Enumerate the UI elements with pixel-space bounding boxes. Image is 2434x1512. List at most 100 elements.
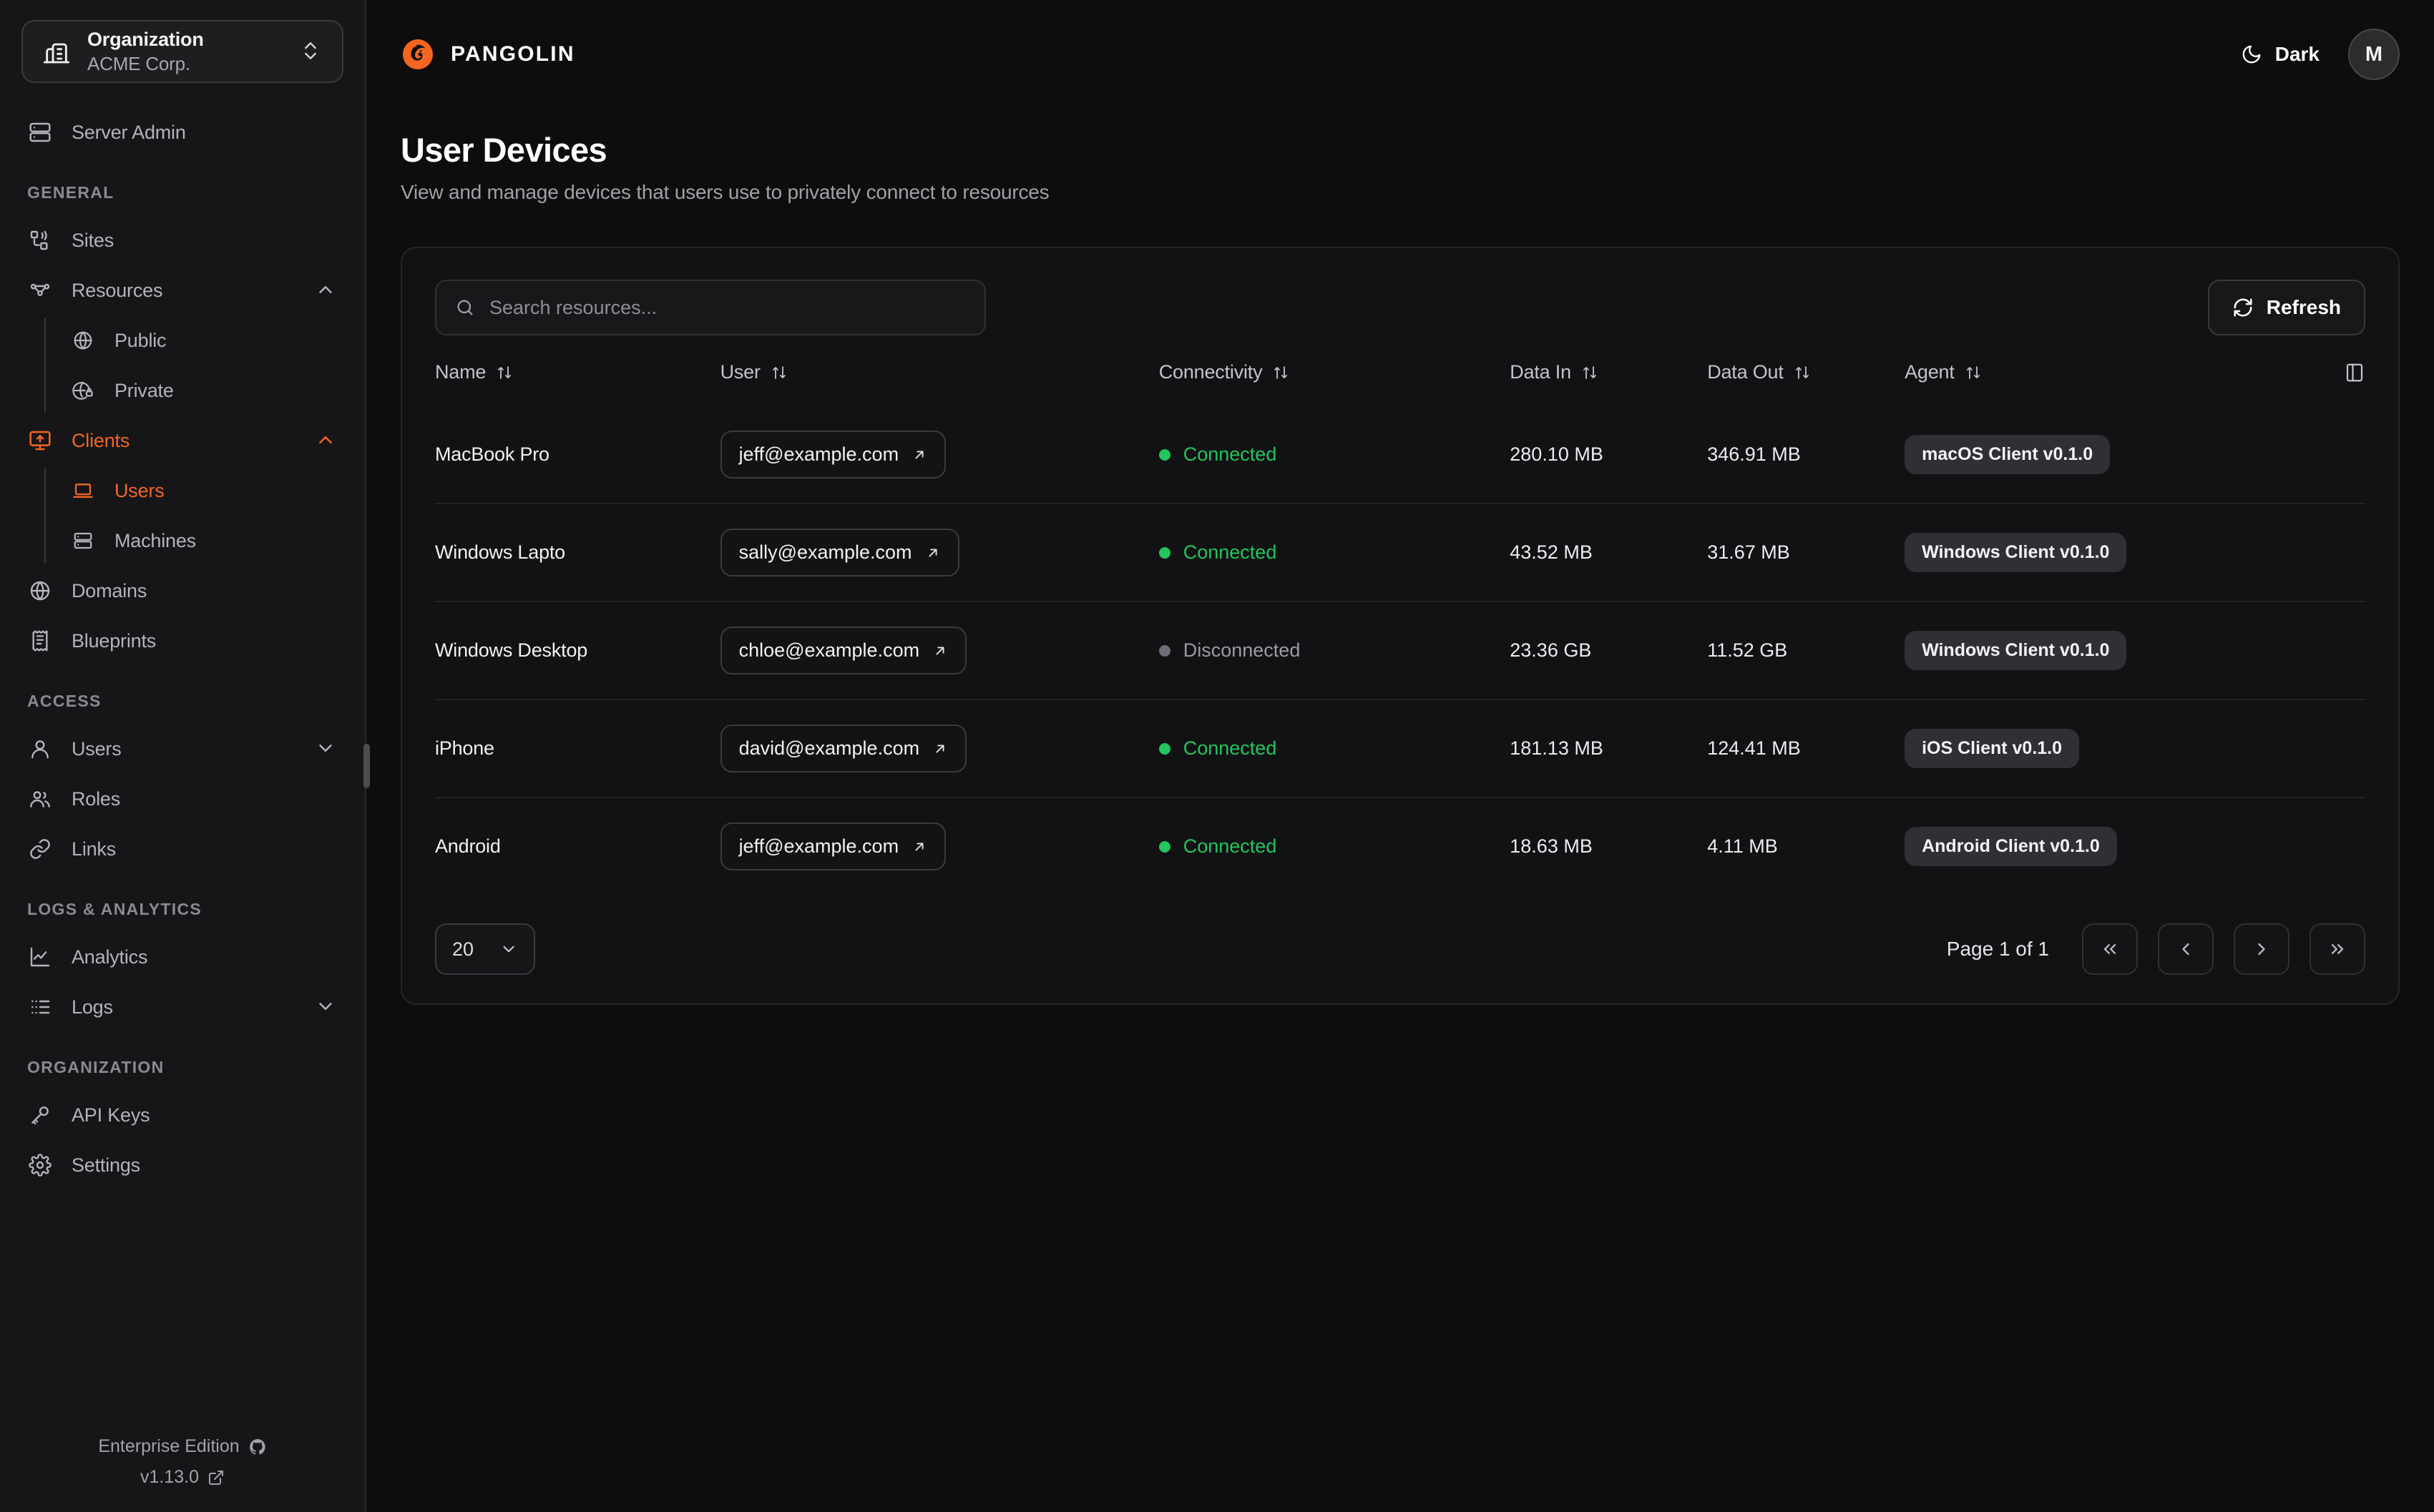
sidebar-section-general: GENERAL	[27, 183, 114, 202]
sidebar-item-public[interactable]: Public	[44, 315, 365, 365]
theme-label: Dark	[2274, 43, 2320, 65]
sort-icon[interactable]	[1965, 364, 1982, 381]
sidebar-item-api-keys[interactable]: API Keys	[0, 1090, 365, 1140]
cell-row-actions[interactable]	[2233, 797, 2365, 895]
sidebar-resize-handle[interactable]	[363, 744, 370, 788]
status-label: Connected	[1183, 737, 1277, 760]
sidebar-item-resources[interactable]: Resources	[0, 265, 365, 315]
sidebar-item-label: API Keys	[72, 1104, 150, 1126]
user-link[interactable]: david@example.com	[720, 725, 967, 772]
cell-data-in: 23.36 GB	[1510, 601, 1708, 699]
cell-data-out: 31.67 MB	[1707, 503, 1905, 602]
sidebar-subnav-clients: Users Machines	[44, 466, 365, 566]
page-subtitle: View and manage devices that users use t…	[401, 181, 1050, 203]
chevron-up-icon[interactable]	[315, 279, 338, 302]
sidebar-item-logs[interactable]: Logs	[0, 982, 365, 1032]
user-link[interactable]: sally@example.com	[720, 529, 959, 576]
column-header-connectivity[interactable]: Connectivity	[1159, 361, 1510, 406]
card-toolbar: Refresh	[435, 280, 2365, 335]
column-label: Connectivity	[1158, 361, 1263, 383]
user-email: sally@example.com	[738, 541, 912, 563]
org-switcher[interactable]: Organization ACME Corp.	[21, 20, 343, 83]
column-label: Data Out	[1707, 361, 1784, 383]
table-row[interactable]: Windows Desktop chloe@example.com Discon…	[435, 601, 2365, 699]
table-row[interactable]: iPhone david@example.com Connected 181.1…	[435, 699, 2365, 797]
first-page-button[interactable]	[2082, 923, 2138, 975]
sidebar-item-users-clients[interactable]: Users	[44, 466, 365, 516]
sidebar-nav: Server Admin GENERAL Sites	[0, 107, 365, 1436]
sidebar-item-links[interactable]: Links	[0, 824, 365, 874]
sidebar-item-private[interactable]: Private	[44, 365, 365, 416]
globe-lock-icon	[70, 378, 96, 403]
cell-data-in: 181.13 MB	[1510, 699, 1708, 797]
sidebar-item-label: Domains	[72, 579, 147, 602]
cell-row-actions[interactable]	[2233, 601, 2365, 699]
cell-agent: macOS Client v0.1.0	[1905, 406, 2234, 504]
cell-row-actions[interactable]	[2234, 406, 2365, 504]
cell-agent: Windows Client v0.1.0	[1905, 503, 2234, 602]
sidebar-item-users-access[interactable]: Users	[0, 724, 365, 774]
table-row[interactable]: MacBook Pro jeff@example.com Connected 2…	[435, 406, 2365, 504]
cell-row-actions[interactable]	[2233, 699, 2365, 797]
user-link[interactable]: chloe@example.com	[720, 627, 967, 674]
cell-data-out: 124.41 MB	[1707, 699, 1905, 797]
column-header-name[interactable]: Name	[435, 361, 720, 406]
column-header-data-in[interactable]: Data In	[1510, 361, 1707, 406]
sidebar-item-machines[interactable]: Machines	[44, 516, 365, 566]
refresh-button[interactable]: Refresh	[2207, 280, 2365, 335]
sort-icon[interactable]	[1581, 364, 1598, 381]
chevron-down-icon[interactable]	[315, 737, 338, 760]
sort-icon[interactable]	[1272, 364, 1289, 381]
status-label: Connected	[1183, 443, 1277, 466]
users-icon	[27, 786, 53, 812]
server-icon	[70, 528, 96, 554]
sort-icon[interactable]	[771, 364, 788, 381]
pangolin-logo-icon	[401, 37, 435, 72]
page-size-select[interactable]: 20	[435, 923, 535, 975]
cell-data-in: 43.52 MB	[1510, 503, 1708, 602]
sidebar-item-server-admin[interactable]: Server Admin	[0, 107, 365, 157]
next-page-button[interactable]	[2234, 923, 2289, 975]
table-body: MacBook Pro jeff@example.com Connected 2…	[435, 406, 2365, 895]
prev-page-button[interactable]	[2158, 923, 2214, 975]
sites-icon	[27, 227, 53, 253]
agent-badge: Android Client v0.1.0	[1905, 827, 2117, 866]
column-header-view-options[interactable]	[2234, 361, 2365, 406]
user-link[interactable]: jeff@example.com	[720, 823, 947, 870]
sidebar-item-roles[interactable]: Roles	[0, 774, 365, 824]
sidebar-item-analytics[interactable]: Analytics	[0, 932, 365, 982]
sidebar-item-clients[interactable]: Clients	[0, 416, 365, 466]
column-header-user[interactable]: User	[720, 361, 1159, 406]
status-dot	[1158, 840, 1170, 853]
cell-row-actions[interactable]	[2233, 503, 2365, 602]
sidebar-item-settings[interactable]: Settings	[0, 1140, 365, 1190]
version-line[interactable]: v1.13.0	[0, 1467, 365, 1488]
sort-icon[interactable]	[1794, 364, 1811, 381]
chevron-down-icon[interactable]	[315, 996, 338, 1018]
brand[interactable]: PANGOLIN	[401, 37, 575, 72]
theme-toggle[interactable]: Dark	[2241, 43, 2320, 66]
column-label: Name	[435, 361, 487, 383]
user-link[interactable]: jeff@example.com	[720, 431, 947, 478]
column-header-agent[interactable]: Agent	[1905, 361, 2234, 406]
avatar[interactable]: M	[2348, 29, 2400, 80]
external-link-icon[interactable]	[207, 1469, 225, 1486]
search-input[interactable]	[489, 296, 966, 319]
user-email: david@example.com	[738, 737, 920, 759]
sort-icon[interactable]	[496, 364, 513, 381]
cell-connectivity: Connected	[1158, 503, 1510, 602]
arrow-up-right-icon	[911, 447, 927, 463]
table-row[interactable]: Windows Lapto sally@example.com Connecte…	[435, 503, 2365, 602]
github-icon[interactable]	[248, 1438, 267, 1456]
sidebar-item-domains[interactable]: Domains	[0, 566, 365, 616]
edition-line[interactable]: Enterprise Edition	[0, 1436, 365, 1457]
table-row[interactable]: Android jeff@example.com Connected 18.63…	[435, 797, 2365, 895]
last-page-button[interactable]	[2310, 923, 2365, 975]
cell-user: david@example.com	[720, 699, 1159, 797]
chevron-up-icon[interactable]	[315, 429, 338, 452]
sidebar-item-blueprints[interactable]: Blueprints	[0, 616, 365, 666]
sidebar-item-sites[interactable]: Sites	[0, 215, 365, 265]
search-box[interactable]	[435, 280, 986, 335]
column-header-data-out[interactable]: Data Out	[1707, 361, 1905, 406]
columns-toggle-icon[interactable]	[2344, 362, 2365, 383]
